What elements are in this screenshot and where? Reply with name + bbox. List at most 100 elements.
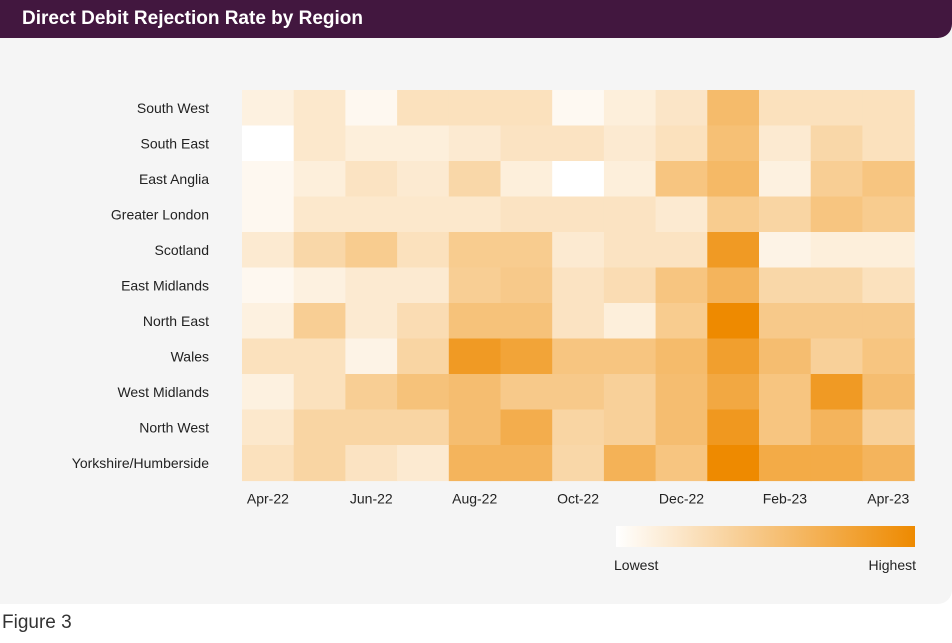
heatmap-cell <box>759 125 812 162</box>
heatmap-cell <box>293 232 346 269</box>
heatmap-cell <box>603 303 657 340</box>
heatmap-cell <box>448 196 502 233</box>
heatmap-cell <box>397 445 450 482</box>
chart-title: Direct Debit Rejection Rate by Region <box>22 8 364 29</box>
heatmap-cell <box>345 338 398 375</box>
row-label: Yorkshire/Humberside <box>72 455 209 471</box>
heatmap-cell <box>655 409 708 446</box>
heatmap-cell <box>397 409 450 446</box>
heatmap-cell <box>397 338 450 375</box>
heatmap-cell <box>810 125 863 162</box>
heatmap-cell <box>759 90 812 127</box>
heatmap-cell <box>810 267 863 304</box>
heatmap-cell <box>345 409 398 446</box>
row-label: South West <box>137 100 209 116</box>
heatmap-cell <box>345 196 398 233</box>
heatmap-cell <box>293 445 346 482</box>
heatmap-cell <box>862 161 915 198</box>
heatmap-cell <box>810 232 863 269</box>
heatmap-cell <box>862 232 915 269</box>
heatmap-cell <box>707 303 760 340</box>
heatmap-cell <box>397 196 450 233</box>
heatmap-cell <box>500 125 553 162</box>
row-label: East Anglia <box>139 171 209 187</box>
heatmap-cell <box>603 232 657 269</box>
column-labels: Apr-22 Jun-22 Aug-22 Oct-22 Dec-22 Feb-23 Apr-… <box>247 491 910 507</box>
heatmap-cell <box>603 338 657 375</box>
heatmap-cell <box>862 374 915 411</box>
heatmap-cell <box>448 267 502 304</box>
column-tick-label: Aug-22 <box>452 491 497 507</box>
legend-color-bar <box>616 526 915 547</box>
heatmap-cell <box>862 445 915 482</box>
heatmap-cell <box>500 161 553 198</box>
heatmap-cell <box>862 267 915 304</box>
heatmap-cell <box>448 409 502 446</box>
heatmap-cell <box>448 338 502 375</box>
heatmap-cell <box>242 303 295 340</box>
heatmap-cell <box>448 125 502 162</box>
heatmap-cell <box>242 374 295 411</box>
row-label: North East <box>143 313 209 329</box>
figure-caption: Figure 3 <box>2 612 72 633</box>
heatmap-cell <box>603 409 657 446</box>
row-label: South East <box>141 135 210 151</box>
heatmap-cell <box>500 338 553 375</box>
heatmap-cell <box>655 90 708 127</box>
heatmap-cell <box>345 125 398 162</box>
heatmap-cell <box>862 338 915 375</box>
heatmap-cell <box>448 374 502 411</box>
heatmap-cell <box>862 303 915 340</box>
heatmap-cell <box>707 338 760 375</box>
heatmap-cell <box>655 161 708 198</box>
heatmap-cell <box>242 161 295 198</box>
title-bar: Direct Debit Rejection Rate by Region <box>0 0 952 38</box>
heatmap-cell <box>293 161 346 198</box>
heatmap-cell <box>345 267 398 304</box>
heatmap-cell <box>707 267 760 304</box>
heatmap-cell <box>655 125 708 162</box>
heatmap-cell <box>293 196 346 233</box>
heatmap-cell <box>500 374 553 411</box>
heatmap-cell <box>293 374 346 411</box>
heatmap-cell <box>603 125 657 162</box>
heatmap-cell <box>707 409 760 446</box>
heatmap-cell <box>603 196 657 233</box>
heatmap-cell <box>397 161 450 198</box>
heatmap-cell <box>707 161 760 198</box>
heatmap-cell <box>707 196 760 233</box>
row-label: Greater London <box>111 206 209 222</box>
heatmap-cell <box>810 374 863 411</box>
row-label: North West <box>139 419 209 435</box>
heatmap-cell <box>655 303 708 340</box>
column-tick-label: Oct-22 <box>557 491 599 507</box>
heatmap-cell <box>707 232 760 269</box>
heatmap-cell <box>707 125 760 162</box>
heatmap-cell <box>242 409 295 446</box>
heatmap-cell <box>242 125 295 162</box>
heatmap-cell <box>293 409 346 446</box>
heatmap-cell <box>603 267 657 304</box>
legend-lowest-label: Lowest <box>614 557 659 573</box>
heatmap-cell <box>759 338 812 375</box>
heatmap-cell <box>293 303 346 340</box>
column-tick-label: Dec-22 <box>659 491 704 507</box>
heatmap-cell <box>345 90 398 127</box>
column-tick-label: Jun-22 <box>350 491 393 507</box>
heatmap-cell <box>552 232 605 269</box>
heatmap-cell <box>552 409 605 446</box>
column-tick-label: Apr-22 <box>247 491 289 507</box>
heatmap-cell <box>707 374 760 411</box>
heatmap-cell <box>242 232 295 269</box>
heatmap-cell <box>242 90 295 127</box>
heatmap-cell <box>345 374 398 411</box>
row-labels: South West South East East Anglia Greater L… <box>72 100 209 471</box>
heatmap-cell <box>500 90 553 127</box>
heatmap-cell <box>759 445 812 482</box>
heatmap-cell <box>500 196 553 233</box>
heatmap-chart: South West South East East Anglia Greater L… <box>72 90 915 507</box>
heatmap-cell <box>862 125 915 162</box>
heatmap-cell <box>293 90 346 127</box>
heatmap-cell <box>759 232 812 269</box>
heatmap-cell <box>448 161 502 198</box>
